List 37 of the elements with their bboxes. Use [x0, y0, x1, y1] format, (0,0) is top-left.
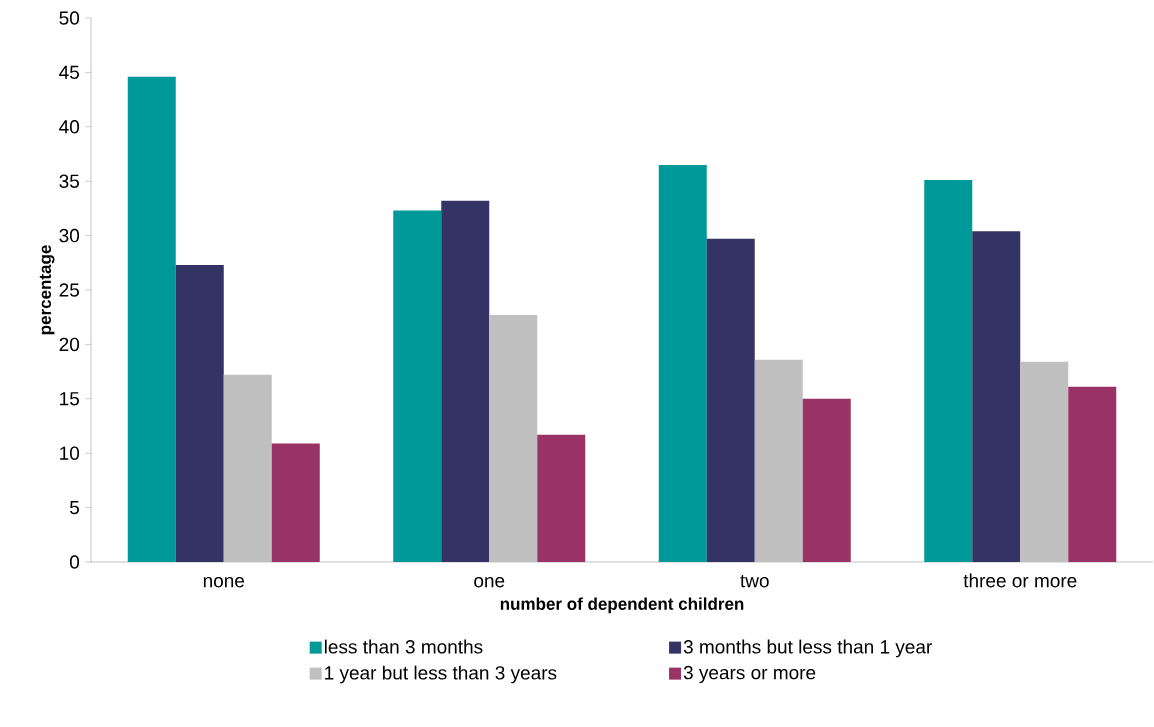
legend-label: 3 months but less than 1 year [683, 639, 932, 658]
bar [972, 231, 1021, 562]
x-tick-label: three or more [963, 573, 1077, 588]
y-tick-label: 0 [69, 555, 80, 569]
bar [175, 264, 224, 562]
y-tick-label: 15 [60, 392, 79, 406]
bar [802, 398, 851, 562]
bar [1068, 386, 1117, 562]
bar [537, 434, 586, 562]
legend-label: 1 year but less than 3 years [325, 665, 557, 684]
y-tick-label: 45 [59, 65, 79, 80]
x-tick-label: none [203, 576, 245, 588]
bar [393, 210, 442, 562]
bar [223, 374, 272, 562]
x-axis-title: number of dependent children [500, 597, 744, 614]
bar [489, 315, 538, 562]
legend-label: 3 years or more [683, 665, 816, 684]
bar [706, 238, 755, 562]
y-tick-label: 10 [60, 446, 80, 460]
bar [924, 180, 973, 562]
y-tick-label: 20 [59, 337, 80, 352]
y-tick-label: 40 [59, 120, 80, 134]
y-tick-label: 25 [59, 283, 79, 297]
bar [658, 164, 707, 562]
bar [127, 76, 176, 562]
y-tick-label: 50 [59, 11, 80, 25]
bar [754, 359, 803, 562]
x-tick-label: two [740, 574, 769, 588]
y-axis-title: percentage [39, 245, 55, 335]
y-tick-label: 35 [59, 174, 79, 188]
bar [1020, 361, 1069, 562]
legend-label: less than 3 months [324, 639, 483, 654]
y-tick-label: 5 [70, 500, 79, 515]
bar [441, 200, 490, 562]
y-tick-label: 30 [59, 228, 80, 243]
bar [271, 443, 320, 562]
x-tick-label: one [474, 576, 505, 588]
